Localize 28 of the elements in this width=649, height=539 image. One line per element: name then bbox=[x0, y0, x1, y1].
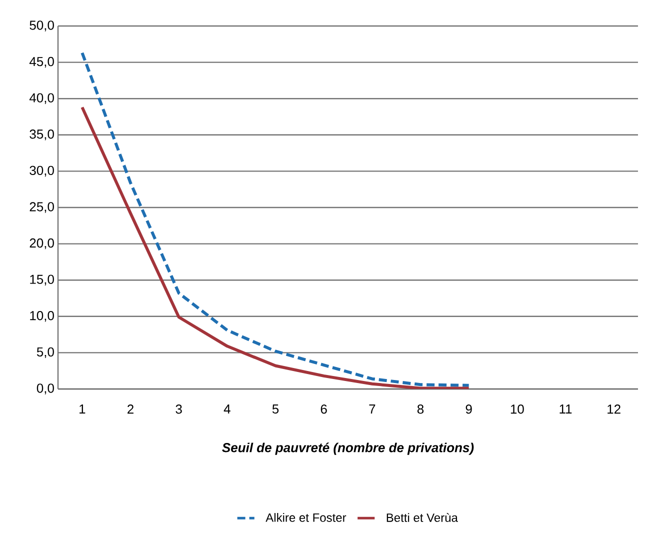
x-tick-label: 5 bbox=[272, 404, 279, 414]
x-tick-label: 1 bbox=[80, 404, 86, 414]
line-series bbox=[80, 51, 470, 387]
y-tick-label: 25,0 bbox=[30, 202, 54, 213]
legend-label: Alkire et Foster bbox=[266, 513, 346, 522]
y-tick-label: 45,0 bbox=[29, 56, 54, 68]
y-tick-label: 0,0 bbox=[36, 384, 54, 394]
x-tick-label: 7 bbox=[369, 404, 376, 414]
legend-label: Betti et Verùa bbox=[386, 512, 458, 522]
x-tick-label: 11 bbox=[560, 404, 572, 414]
y-tick-label: 20,0 bbox=[30, 238, 54, 250]
x-axis-title: Seuil de pauvreté (nombre de privations) bbox=[222, 442, 474, 455]
x-tick-label: 12 bbox=[608, 404, 620, 414]
y-tick-label: 15,0 bbox=[30, 274, 54, 286]
y-tick-label: 30,0 bbox=[30, 166, 54, 177]
line-series bbox=[80, 106, 470, 389]
y-tick-label: 5,0 bbox=[36, 347, 54, 358]
x-tick-label: 3 bbox=[176, 404, 182, 414]
y-tick-label: 35,0 bbox=[30, 130, 54, 140]
x-tick-label: 2 bbox=[128, 404, 134, 414]
x-tick-label: 10 bbox=[510, 404, 524, 414]
x-tick-label: 9 bbox=[466, 404, 472, 414]
y-tick-label: 10,0 bbox=[30, 311, 54, 322]
x-tick-label: 4 bbox=[224, 404, 230, 414]
y-tick-label: 50,0 bbox=[30, 20, 54, 32]
x-tick-label: 8 bbox=[417, 404, 424, 414]
x-tick-label: 6 bbox=[320, 404, 327, 414]
y-tick-label: 40,0 bbox=[29, 93, 54, 104]
